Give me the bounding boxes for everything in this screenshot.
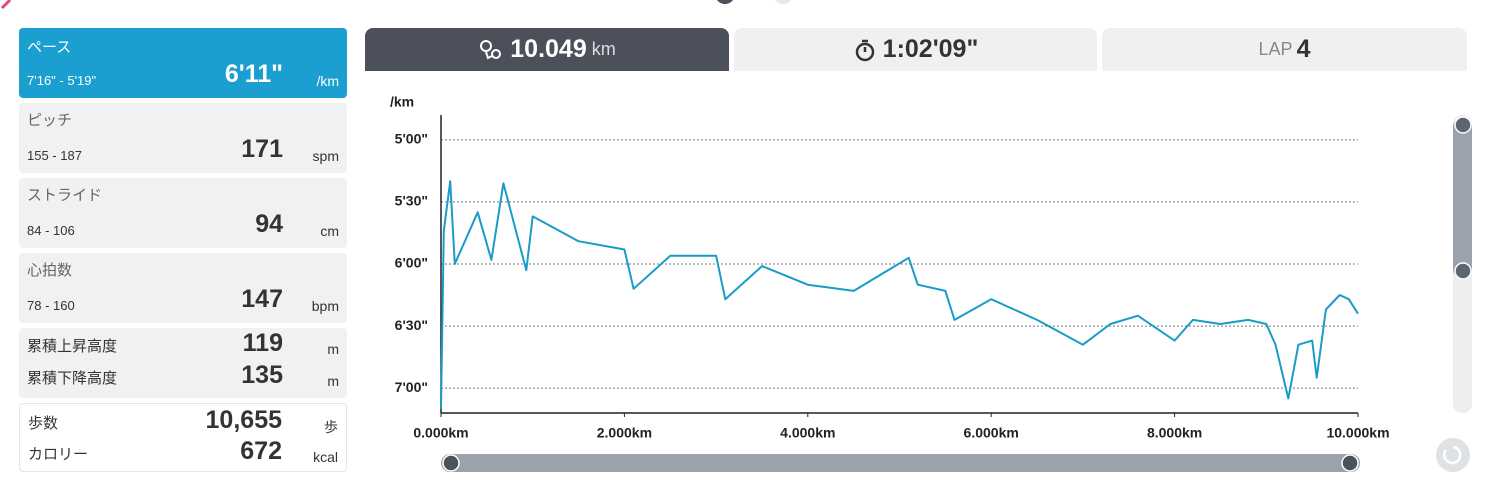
metric-unit: bpm [311, 298, 339, 314]
totals-label: 歩数 [28, 414, 59, 432]
metric-unit: cm [320, 223, 339, 239]
range-slider[interactable] [441, 454, 1360, 472]
time-value: 1:02'09" [882, 35, 979, 63]
lap-value: 4 [1296, 35, 1311, 63]
slider-handle[interactable] [1341, 454, 1359, 472]
elevation-card: 累積上昇高度 119 m 累積下降高度 135 m [19, 328, 347, 398]
y-tick-label: 7'00" [395, 379, 428, 395]
totals-unit: kcal [313, 449, 338, 465]
metric-range: 84 - 106 [27, 223, 75, 238]
logo-fragment [0, 0, 12, 10]
totals-label: カロリー [28, 445, 89, 463]
scroll-thumb[interactable] [1453, 118, 1472, 278]
time-tab[interactable]: 1:02'09" [734, 28, 1097, 71]
slider-handle[interactable] [442, 454, 460, 472]
scroll-handle[interactable] [1454, 116, 1472, 134]
metric-card[interactable]: ストライド 84 - 106 94 cm [19, 178, 347, 248]
metric-label: 心拍数 [27, 261, 73, 279]
totals-card: 歩数 10,655 歩 カロリー 672 kcal [19, 403, 347, 472]
scroll-handle[interactable] [1454, 262, 1472, 280]
x-tick-label: 8.000km [1147, 425, 1202, 441]
totals-unit: 歩 [324, 419, 338, 435]
elevation-label: 累積上昇高度 [27, 337, 118, 355]
metric-label: ピッチ [27, 111, 73, 129]
pace-line [440, 180, 1359, 409]
distance-tab[interactable]: 10.049 km [365, 28, 729, 71]
top-icon [717, 0, 733, 4]
metric-range: 78 - 160 [27, 298, 75, 313]
x-tick-label: 0.000km [413, 425, 468, 441]
lap-tab[interactable]: LAP 4 [1102, 28, 1467, 71]
metric-label: ストライド [27, 186, 103, 204]
distance-unit: km [591, 39, 616, 59]
x-tick-label: 4.000km [780, 425, 835, 441]
x-tick-label: 2.000km [597, 425, 652, 441]
reset-icon [1443, 445, 1462, 465]
metric-card[interactable]: 心拍数 78 - 160 147 bpm [19, 253, 347, 323]
top-icon [775, 0, 791, 4]
metric-range: 7'16" - 5'19" [27, 73, 97, 88]
y-tick-label: 6'30" [395, 317, 428, 333]
route-icon [480, 39, 502, 59]
y-tick-label: 6'00" [395, 255, 428, 271]
timer-icon [855, 39, 874, 61]
elevation-value: 119 [242, 329, 283, 357]
x-tick-label: 10.000km [1326, 425, 1389, 441]
y-tick-label: 5'00" [395, 131, 428, 147]
x-tick-label: 6.000km [964, 425, 1019, 441]
y-axis-label: /km [390, 94, 414, 110]
metric-card[interactable]: ピッチ 155 - 187 171 spm [19, 103, 347, 173]
elevation-value: 135 [241, 361, 283, 389]
metric-value: 6'11" [224, 60, 283, 88]
elevation-label: 累積下降高度 [27, 369, 118, 387]
totals-value: 672 [240, 437, 282, 465]
metric-range: 155 - 187 [27, 148, 82, 163]
elevation-unit: m [327, 373, 339, 389]
lap-label: LAP [1258, 39, 1293, 59]
metric-value: 94 [255, 210, 283, 238]
metric-value: 171 [241, 135, 283, 163]
totals-value: 10,655 [205, 406, 282, 434]
reset-button[interactable] [1436, 438, 1470, 472]
metric-unit: spm [312, 148, 339, 164]
metric-card[interactable]: ペース 7'16" - 5'19" 6'11" /km [19, 28, 347, 98]
y-tick-label: 5'30" [395, 193, 428, 209]
metric-unit: /km [316, 73, 339, 89]
metric-value: 147 [241, 285, 283, 313]
elevation-unit: m [327, 341, 339, 357]
metric-label: ペース [27, 38, 72, 56]
distance-value: 10.049 [510, 35, 587, 63]
